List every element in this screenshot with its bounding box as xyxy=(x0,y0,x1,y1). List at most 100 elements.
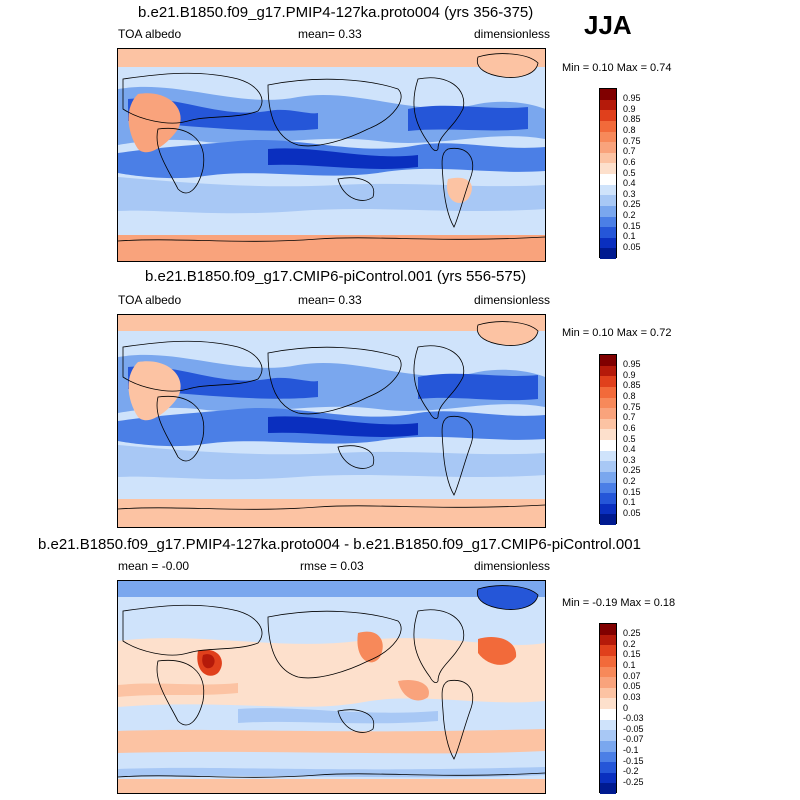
colorbar-swatch xyxy=(600,698,616,709)
panel3-title: b.e21.B1850.f09_g17.PMIP4-127ka.proto004… xyxy=(38,536,641,553)
colorbar-swatch xyxy=(600,408,616,419)
colorbar-swatch xyxy=(600,227,616,238)
panel3-minmax: Min = -0.19 Max = 0.18 xyxy=(562,597,676,609)
panel3-units-label: dimensionless xyxy=(474,559,551,573)
colorbar-swatch xyxy=(600,152,616,164)
panel1-title: b.e21.B1850.f09_g17.PMIP4-127ka.proto004… xyxy=(138,4,534,21)
colorbar-swatch xyxy=(600,655,616,667)
colorbar-tick-label: 0.03 xyxy=(623,691,641,702)
colorbar-swatch xyxy=(600,514,616,525)
colorbar-tick-label: 0.8 xyxy=(623,391,636,401)
colorbar-swatch xyxy=(600,142,616,153)
colorbar-swatch xyxy=(600,110,616,121)
colorbar-tick-label: 0.07 xyxy=(623,670,641,681)
colorbar-tick-label: 0.9 xyxy=(623,103,636,114)
colorbar-tick-label: 0.6 xyxy=(623,422,636,433)
colorbar-tick-label: 0.8 xyxy=(623,125,636,135)
colorbar-swatch xyxy=(600,740,616,752)
colorbar-swatch xyxy=(600,237,616,249)
panel2-minmax: Min = 0.10 Max = 0.72 xyxy=(562,327,672,339)
colorbar-swatch xyxy=(600,376,616,387)
colorbar-tick-label: 0.85 xyxy=(623,114,641,125)
colorbar-tick-label: 0.95 xyxy=(623,93,641,104)
colorbar-tick-label: 0.1 xyxy=(623,497,636,508)
colorbar-swatch xyxy=(600,365,616,377)
colorbar-tick-label: 0.1 xyxy=(623,231,636,242)
colorbar-tick-label: 0.15 xyxy=(623,486,641,497)
colorbar-swatch xyxy=(600,666,616,678)
colorbar-swatch xyxy=(600,471,616,483)
colorbar-tick-label: -0.03 xyxy=(623,713,644,724)
panel2-title: b.e21.B1850.f09_g17.CMIP6-piControl.001 … xyxy=(145,268,527,285)
colorbar-swatch xyxy=(600,751,616,763)
colorbar-tick-label: 0.7 xyxy=(623,412,636,423)
colorbar-swatch xyxy=(600,216,616,228)
panel3-map xyxy=(117,580,546,794)
colorbar-tick-label: 0.2 xyxy=(623,476,636,486)
colorbar-swatch xyxy=(600,772,616,784)
colorbar-tick-label: 0.5 xyxy=(623,167,636,178)
colorbar-swatch xyxy=(600,730,616,741)
colorbar-tick-label: 0.25 xyxy=(623,628,641,639)
colorbar-swatch xyxy=(600,624,616,635)
colorbar-tick-label: 0.95 xyxy=(623,359,641,370)
panel1-mean-label: mean= 0.33 xyxy=(298,27,362,41)
panel1-map xyxy=(117,48,546,262)
colorbar-swatch xyxy=(600,634,616,646)
colorbar-tick-label: 0.3 xyxy=(623,454,636,465)
colorbar-swatch xyxy=(600,482,616,494)
colorbar-swatch xyxy=(600,503,616,515)
colorbar-swatch xyxy=(600,99,616,111)
colorbar-swatch xyxy=(600,120,616,132)
season-label: JJA xyxy=(584,10,632,40)
panel3-rmse-label: rmse = 0.03 xyxy=(300,559,364,573)
colorbar-tick-label: -0.05 xyxy=(623,723,644,734)
colorbar-swatch xyxy=(600,709,616,720)
colorbar-swatch xyxy=(600,493,616,504)
colorbar-tick-label: 0.9 xyxy=(623,369,636,380)
colorbar-swatch xyxy=(600,418,616,430)
panel1-field-label: TOA albedo xyxy=(118,27,182,41)
colorbar-tick-label: 0.4 xyxy=(623,444,636,455)
colorbar-tick-label: -0.25 xyxy=(623,776,644,787)
panel2-map xyxy=(117,314,546,528)
colorbar-tick-label: 0.15 xyxy=(623,649,641,660)
colorbar-tick-label: 0.6 xyxy=(623,156,636,167)
panel1-minmax: Min = 0.10 Max = 0.74 xyxy=(562,62,672,74)
colorbar-tick-label: 0.7 xyxy=(623,146,636,157)
colorbar-tick-label: 0.85 xyxy=(623,380,641,391)
colorbar-swatch xyxy=(600,205,616,217)
colorbar-tick-label: 0.05 xyxy=(623,681,641,692)
panel1-colorbar-swatches xyxy=(599,88,617,259)
panel2-units-label: dimensionless xyxy=(474,293,551,307)
panel2-colorbar-swatches xyxy=(599,354,617,525)
colorbar-tick-label: 0.2 xyxy=(623,638,636,649)
colorbar-tick-label: 0.05 xyxy=(623,507,641,518)
colorbar-tick-label: 0.2 xyxy=(623,210,636,220)
colorbar-swatch xyxy=(600,163,616,174)
colorbar-swatch xyxy=(600,89,616,100)
colorbar-swatch xyxy=(600,461,616,472)
colorbar-swatch xyxy=(600,677,616,688)
panel3-colorbar-swatches xyxy=(599,623,617,794)
colorbar-tick-label: 0.05 xyxy=(623,241,641,252)
colorbar-swatch xyxy=(600,195,616,206)
colorbar-swatch xyxy=(600,397,616,409)
colorbar-tick-label: 0.3 xyxy=(623,188,636,199)
colorbar-tick-label: -0.07 xyxy=(623,734,644,745)
colorbar-tick-label: 0.1 xyxy=(623,660,636,670)
colorbar-tick-label: 0.4 xyxy=(623,178,636,189)
colorbar-tick-label: 0.25 xyxy=(623,199,641,210)
colorbar-swatch xyxy=(600,248,616,259)
colorbar-swatch xyxy=(600,687,616,699)
colorbar-swatch xyxy=(600,645,616,656)
colorbar-tick-label: -0.2 xyxy=(623,766,639,777)
colorbar-swatch xyxy=(600,783,616,794)
colorbar-swatch xyxy=(600,719,616,731)
colorbar-tick-label: 0.75 xyxy=(623,135,641,146)
panel3-mean-label: mean = -0.00 xyxy=(118,559,190,573)
colorbar-swatch xyxy=(600,174,616,185)
colorbar-swatch xyxy=(600,355,616,366)
colorbar-tick-label: 0.15 xyxy=(623,220,641,231)
colorbar-swatch xyxy=(600,429,616,440)
